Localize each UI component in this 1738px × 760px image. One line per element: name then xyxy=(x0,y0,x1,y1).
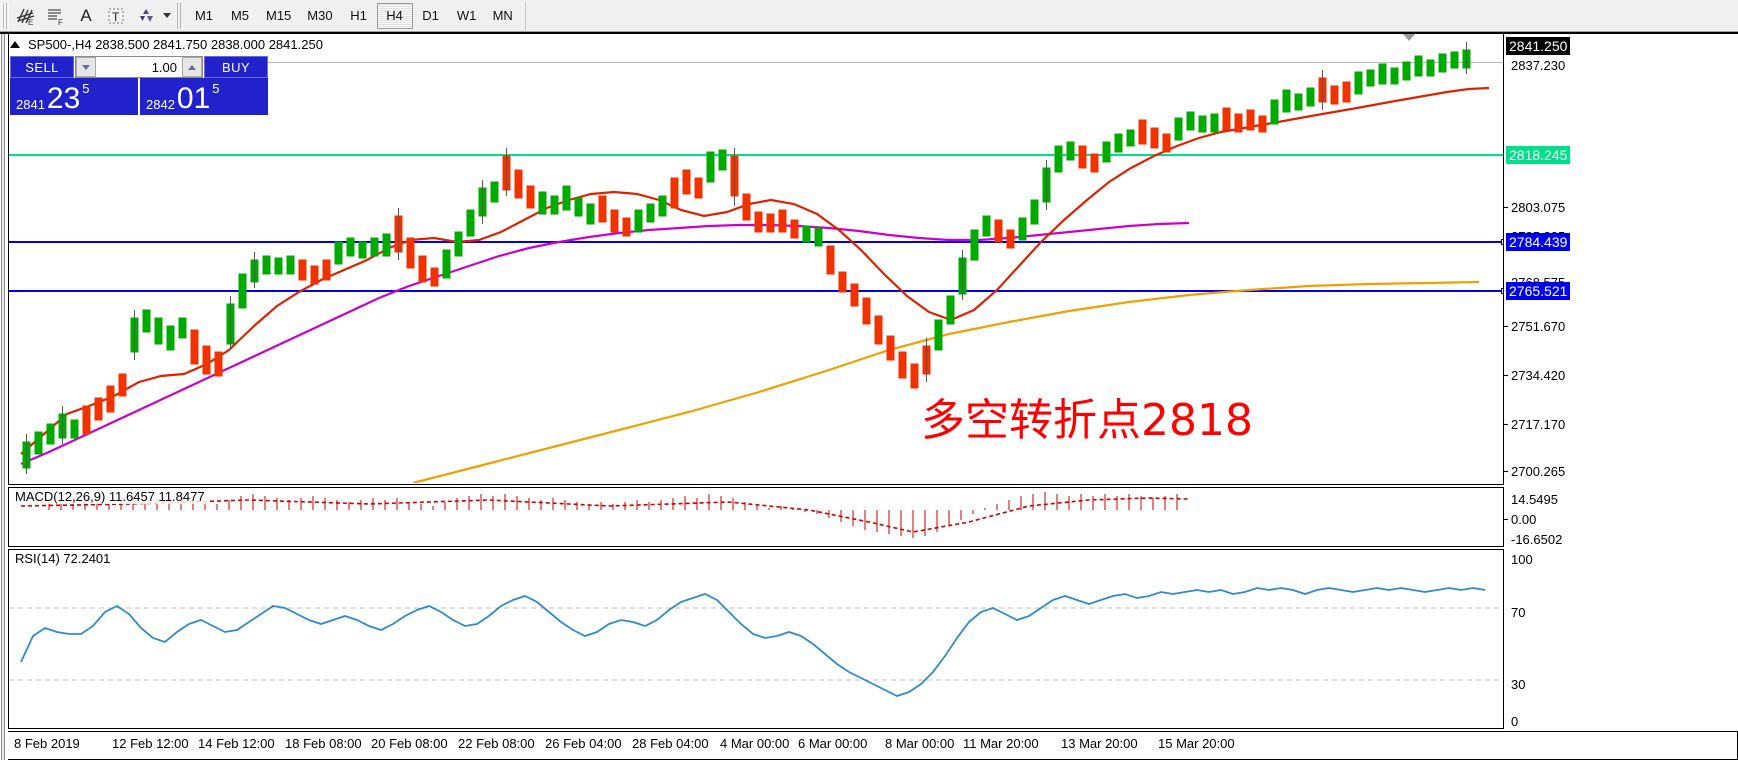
buy-price-fraction: 5 xyxy=(212,81,220,96)
level-tag-2784: 2784.439 xyxy=(1506,233,1571,251)
time-label: 22 Feb 08:00 xyxy=(458,736,535,751)
price-scale[interactable]: 2841.250 2837.230 2820.325 2818.245 2803… xyxy=(1504,34,1738,485)
timeframe-group: M1 M5 M15 M30 H1 H4 D1 W1 MN xyxy=(186,2,521,30)
macd-scale[interactable]: 14.5495 0.00 -16.6502 xyxy=(1504,487,1738,547)
price-tick: 2717.170 xyxy=(1504,416,1565,432)
chart-annotation-text: 多空转折点2818 xyxy=(921,395,1253,446)
time-label: 12 Feb 12:00 xyxy=(112,736,189,751)
level-tag-2818: 2818.245 xyxy=(1506,146,1571,164)
time-label: 8 Mar 00:00 xyxy=(885,736,955,751)
time-label: 26 Feb 04:00 xyxy=(545,736,622,751)
timeframe-w1[interactable]: W1 xyxy=(456,8,477,23)
time-label: 15 Mar 20:00 xyxy=(1158,736,1235,751)
macd-tick: 14.5495 xyxy=(1511,492,1558,508)
level-line-2818[interactable] xyxy=(9,154,1503,156)
objects-dropdown-arrow-icon[interactable] xyxy=(163,13,171,18)
chart-left-rail xyxy=(0,34,8,760)
rsi-label: RSI(14) 72.2401 xyxy=(13,551,113,566)
buy-price-display[interactable]: 2842 01 5 xyxy=(138,78,268,115)
timeframe-h4[interactable]: H4 xyxy=(376,2,413,29)
sell-button[interactable]: SELL xyxy=(10,56,74,78)
collapse-triangle-icon[interactable] xyxy=(10,41,20,48)
price-tick: 2700.265 xyxy=(1504,463,1565,479)
time-label: 18 Feb 08:00 xyxy=(285,736,362,751)
chart-window: 多空转折点2818 2841.250 2837.230 2820.325 281… xyxy=(0,32,1738,760)
text-label-icon[interactable]: T xyxy=(101,2,131,30)
chart-type-icon[interactable]: E xyxy=(11,2,41,30)
pane-top-gridline xyxy=(9,62,1503,63)
level-line-2765[interactable] xyxy=(9,288,1503,294)
time-label: 8 Feb 2019 xyxy=(14,736,80,751)
rsi-pane[interactable]: RSI(14) 72.2401 xyxy=(8,549,1504,729)
buy-price-main: 01 xyxy=(176,82,211,115)
svg-text:F: F xyxy=(58,18,63,26)
price-tick: 2837.230 xyxy=(1511,58,1566,74)
candlestick-series xyxy=(20,42,1490,483)
timeframe-h1[interactable]: H1 xyxy=(350,8,367,23)
chart-header: SP500-,H4 2838.500 2841.750 2838.000 284… xyxy=(10,37,323,52)
pane-scroll-marker-icon xyxy=(1403,34,1415,41)
timeframe-m5[interactable]: M5 xyxy=(230,8,250,23)
chevron-down-icon xyxy=(82,64,90,70)
level-tag-2765: 2765.521 xyxy=(1506,282,1571,300)
rsi-tick: 100 xyxy=(1511,552,1533,568)
one-click-trading-panel[interactable]: SELL 1.00 BUY 2841 23 5 2842 01 5 xyxy=(10,56,268,115)
volume-decrease-button[interactable] xyxy=(76,57,96,77)
macd-tick: 0.00 xyxy=(1504,511,1536,527)
time-label: 13 Mar 20:00 xyxy=(1061,736,1138,751)
time-label: 4 Mar 00:00 xyxy=(720,736,790,751)
timeframe-m15[interactable]: M15 xyxy=(266,8,292,23)
volume-increase-button[interactable] xyxy=(182,57,202,77)
time-label: 20 Feb 08:00 xyxy=(371,736,448,751)
objects-icon[interactable] xyxy=(131,2,161,30)
timeframe-m30[interactable]: M30 xyxy=(307,8,333,23)
buy-button[interactable]: BUY xyxy=(204,56,268,78)
sell-price-display[interactable]: 2841 23 5 xyxy=(10,78,138,115)
rsi-scale[interactable]: 100 70 30 0 xyxy=(1504,549,1738,729)
volume-input[interactable]: 1.00 xyxy=(96,57,182,77)
level-line-handle[interactable] xyxy=(1501,239,1503,245)
rsi-series xyxy=(9,587,1503,697)
timeframe-d1[interactable]: D1 xyxy=(422,8,439,23)
main-toolbar: E F A T M1 M5 M15 M30 H1 xyxy=(0,0,1738,32)
price-tick: 2734.420 xyxy=(1504,367,1565,383)
time-label: 11 Mar 20:00 xyxy=(963,736,1039,751)
sell-price-fraction: 5 xyxy=(82,81,90,96)
svg-text:T: T xyxy=(112,10,120,24)
macd-tick: -16.6502 xyxy=(1511,532,1563,548)
timeframe-m1[interactable]: M1 xyxy=(194,8,214,23)
trade-panel-controls: SELL 1.00 BUY xyxy=(10,56,268,78)
time-axis[interactable]: 8 Feb 2019 12 Feb 12:00 14 Feb 12:00 18 … xyxy=(8,731,1738,760)
sell-price-prefix: 2841 xyxy=(16,97,45,112)
rsi-tick: 70 xyxy=(1511,605,1526,621)
rsi-tick: 0 xyxy=(1511,714,1519,730)
level-line-2784[interactable] xyxy=(9,239,1503,245)
indicator-list-icon[interactable]: F xyxy=(41,2,71,30)
toolbar-separator xyxy=(174,2,183,29)
sell-price-main: 23 xyxy=(46,82,81,115)
chevron-up-icon xyxy=(188,64,196,70)
timeframe-mn[interactable]: MN xyxy=(492,8,513,23)
level-line-handle[interactable] xyxy=(1501,288,1503,294)
buy-price-prefix: 2842 xyxy=(146,97,175,112)
volume-stepper[interactable]: 1.00 xyxy=(75,56,203,78)
price-tick: 2803.075 xyxy=(1504,199,1565,215)
current-price-tag: 2841.250 xyxy=(1506,37,1571,55)
price-tick: 2751.670 xyxy=(1504,318,1565,334)
macd-pane[interactable]: MACD(12,26,9) 11.6457 11.8477 xyxy=(8,487,1504,547)
toolbar-empty-area xyxy=(524,1,1738,30)
time-label: 6 Mar 00:00 xyxy=(798,736,868,751)
text-tool-icon[interactable]: A xyxy=(80,5,92,25)
macd-series xyxy=(20,492,1190,538)
chart-symbol-ohlc: SP500-,H4 2838.500 2841.750 2838.000 284… xyxy=(28,37,323,52)
macd-label: MACD(12,26,9) 11.6457 11.8477 xyxy=(13,489,207,504)
svg-text:E: E xyxy=(28,18,33,26)
toolbar-grip[interactable] xyxy=(1,2,9,29)
time-label: 28 Feb 04:00 xyxy=(632,736,709,751)
time-label: 14 Feb 12:00 xyxy=(198,736,275,751)
trade-panel-prices: 2841 23 5 2842 01 5 xyxy=(10,78,268,115)
rsi-tick: 30 xyxy=(1511,677,1526,693)
